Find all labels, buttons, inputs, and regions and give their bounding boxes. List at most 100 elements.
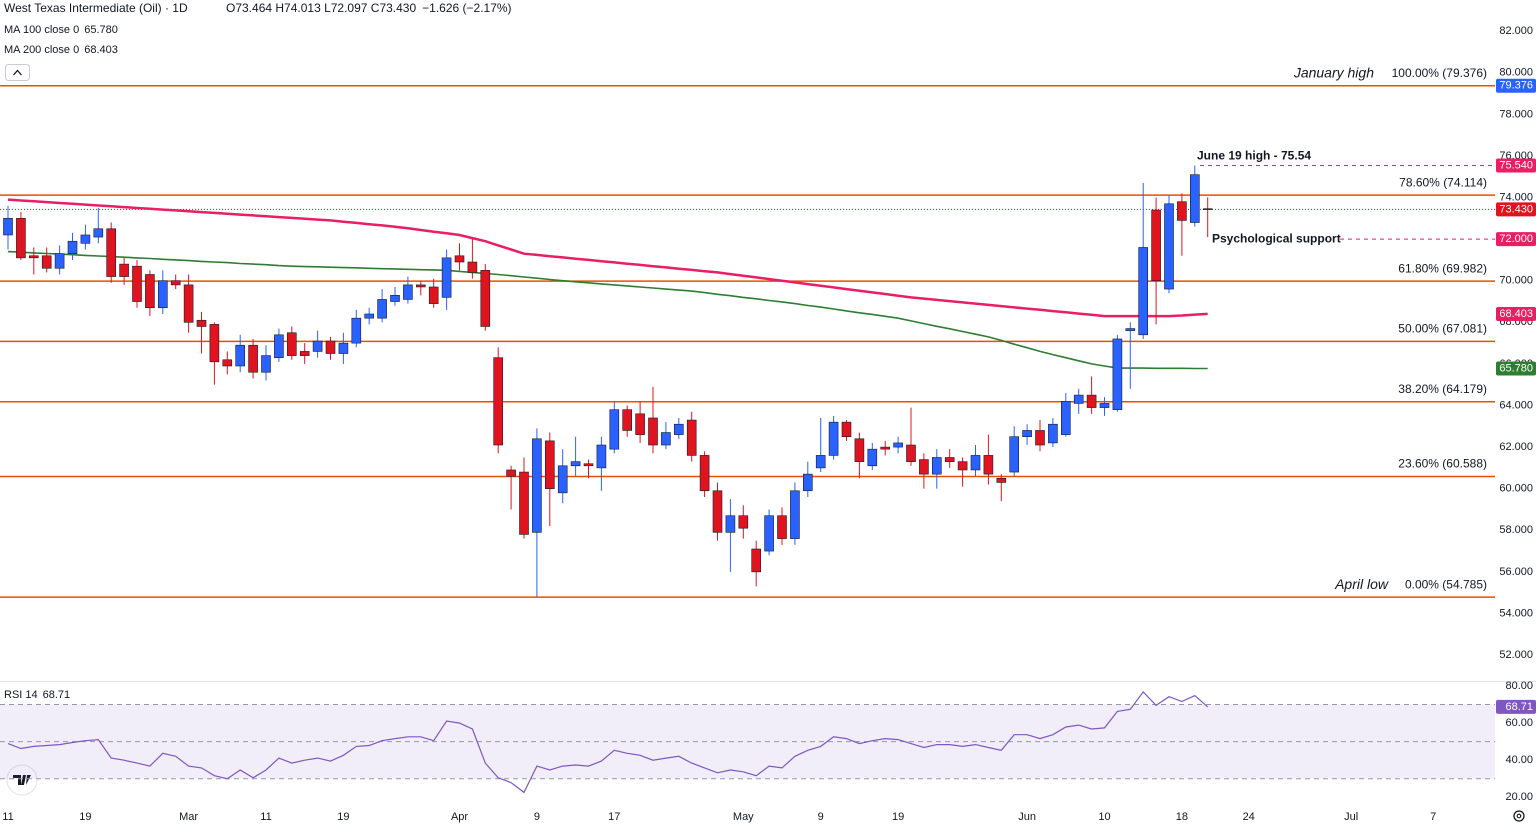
candle-body [145,274,155,309]
candle-body [119,263,129,277]
ma-badge: 68.403 [1499,308,1533,320]
y-tick-label: 64.000 [1499,399,1533,411]
candle-body [983,455,994,475]
candle-body [67,240,78,255]
level-note: January high [1293,64,1374,80]
candle-body [183,284,194,323]
x-tick-label: 24 [1243,811,1255,823]
collapse-button[interactable] [5,64,30,81]
moving-averages [7,198,1208,370]
candle-body [609,409,620,450]
candle-body [557,465,568,494]
candle-body [1022,430,1032,437]
candle-body [1125,328,1136,331]
candle-body [1086,394,1097,408]
candle-body [480,270,491,327]
candle-body [751,548,762,573]
symbol-title: West Texas Intermediate (Oil) · 1D [4,1,188,15]
ma-badge-bg [1496,361,1536,376]
candle-body [286,332,297,356]
candle-body [622,409,633,431]
candle-body [996,477,1007,483]
candle-body [80,234,91,244]
y-tick-label: 78.000 [1499,108,1533,120]
candle-body [106,228,116,277]
marker-badge: 75.540 [1499,159,1533,171]
fib-label: 38.20% (64.179) [1398,382,1487,396]
y-tick-label: 56.000 [1499,566,1533,578]
candle-body [428,286,439,304]
gear-hub[interactable] [1516,813,1522,819]
time-axis: 11 19 Mar 11 19 Apr 9 17 May 9 19 Jun 10 18 24 Jul 7 [2,811,1436,823]
button-frame[interactable] [5,64,30,81]
candle-body [16,218,26,259]
y-tick-label: 70.000 [1499,275,1533,287]
chevron-icon[interactable] [13,69,22,76]
y-tick-label: 82.000 [1499,25,1533,37]
candle-body [415,284,426,288]
candle-body [841,421,852,437]
candle-body [738,515,749,529]
level-badge: 79.376 [1499,80,1533,92]
candle-body [648,417,658,446]
candle-body [828,421,839,456]
candle-body [944,457,955,462]
y-tick-label: 62.000 [1499,441,1533,453]
x-tick-label: 7 [1430,811,1436,823]
candle-body [880,446,891,450]
x-tick-label: 19 [892,811,904,823]
candle-body [815,455,826,469]
x-tick-label: 9 [818,811,824,823]
settings-button[interactable] [1513,810,1525,822]
logo-mark [13,775,31,785]
candle-body [261,355,271,373]
candles [3,165,1213,598]
fib-label: 50.00% (67.081) [1398,322,1487,336]
gear-icon[interactable] [1513,810,1525,822]
ma-badge-bg [1496,306,1536,321]
candle-body [467,261,478,273]
candle-body [596,444,607,469]
candle-body [390,294,400,302]
y-tick-label: 60.000 [1499,483,1533,495]
candle-body [338,342,349,354]
candle-body [725,515,736,533]
candle-body [519,471,529,535]
fib-label: 100.00% (79.376) [1392,66,1487,80]
x-tick-label: 19 [79,811,91,823]
fib-label: 61.80% (69.982) [1398,261,1487,275]
ma-badge: 65.780 [1499,362,1533,374]
candle-body [570,461,581,467]
rsi-line [7,690,1209,794]
candle-body [1099,403,1110,408]
candle-body [454,255,465,263]
candle-body [1177,201,1187,221]
candle-body [222,359,233,367]
rsi-tick-label: 40.00 [1505,754,1533,766]
fib-label: 0.00% (54.785) [1405,577,1487,591]
candle-body [673,423,684,435]
candle-body [583,463,594,467]
rsi-badge-bg [1496,699,1536,714]
candle-body [931,457,942,475]
candle-body [351,317,362,344]
level-badge-bg [1496,78,1536,93]
candle-body [893,442,903,448]
x-tick-label: 19 [337,811,349,823]
candle-body [661,432,671,446]
ohlc-values: O73.464 H74.013 L72.097 C73.430 [226,1,416,15]
candle-body [28,255,39,259]
candle-body [325,340,336,354]
candle-body [906,444,916,462]
price-change: −1.626 (−2.17%) [422,1,511,15]
candle-body [712,490,723,533]
candle-body [802,473,813,492]
x-tick-label: 11 [2,811,13,823]
rsi-tick-label: 20.00 [1505,791,1533,803]
y-tick-label: 58.000 [1499,524,1533,536]
logo [6,764,38,796]
candle-body [686,419,697,456]
candle-body [544,440,555,489]
